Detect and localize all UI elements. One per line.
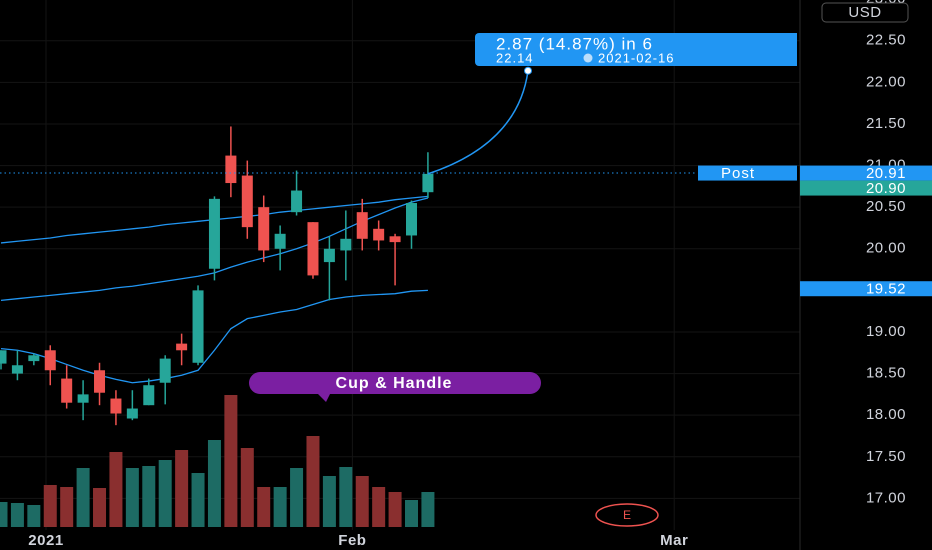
volume-bar	[10, 503, 24, 527]
event-text: E	[623, 508, 631, 522]
candle-body	[356, 212, 368, 239]
price-badge-name: Post	[721, 165, 755, 182]
volume-bar	[405, 500, 418, 527]
projection-label: 2.87 (14.87%) in 6	[496, 34, 653, 53]
price-badge-label: 19.52	[866, 281, 906, 298]
candle-body	[61, 378, 73, 403]
volume-bar	[306, 436, 320, 527]
y-tick-label: 21.50	[866, 115, 906, 132]
y-tick-label: 22.50	[866, 32, 906, 49]
candle-body	[0, 350, 7, 364]
candle-body	[208, 198, 220, 269]
y-tick-label: 18.00	[866, 406, 906, 423]
currency-box	[821, 2, 909, 23]
y-tick-label: 19.00	[866, 323, 906, 340]
volume-bar	[421, 492, 435, 527]
projection-target: 22.14	[496, 50, 534, 65]
volume-bar	[76, 468, 90, 527]
projection-curve	[427, 70, 529, 175]
volume-bar	[224, 395, 238, 527]
candle-body	[258, 207, 270, 251]
y-tick-label: 20.50	[866, 198, 906, 215]
y-tick-label: 20.00	[866, 240, 906, 257]
volume-bar	[191, 473, 205, 527]
candle-body	[422, 173, 434, 193]
x-tick-label: Mar	[660, 532, 688, 549]
candle-body	[44, 350, 56, 371]
volume-bar	[388, 492, 402, 527]
volume-bar	[43, 485, 57, 527]
candle-body	[307, 222, 319, 276]
volume-bar	[109, 452, 123, 527]
volume-bar	[372, 487, 386, 527]
x-tick-label: 2021	[28, 532, 63, 549]
candle-body	[159, 358, 171, 383]
candle-body	[192, 290, 204, 363]
candle-body	[126, 408, 138, 419]
volume-bar	[60, 487, 74, 527]
candle-body	[176, 343, 188, 351]
volume-bar	[158, 460, 172, 527]
candle-body	[373, 228, 385, 241]
volume-bar	[142, 466, 156, 527]
price-badge-label: 20.90	[866, 180, 906, 197]
volume-bar	[240, 448, 254, 527]
projection-bg	[475, 33, 797, 66]
y-tick-label: 17.50	[866, 448, 906, 465]
volume-bar	[0, 502, 8, 527]
volume-bar	[27, 505, 41, 527]
y-tick-label: 18.50	[866, 365, 906, 382]
candle-body	[406, 203, 417, 236]
candle-body	[94, 370, 106, 393]
candle-body	[77, 394, 89, 403]
x-tick-label: Feb	[338, 532, 366, 549]
volume-bar	[175, 450, 189, 527]
projection-box: 2.87 (14.87%) in 622.14 2021-02-16	[475, 33, 797, 66]
volume-bar	[355, 476, 369, 527]
candle-body	[143, 385, 155, 406]
projection-point	[524, 66, 532, 75]
price-badge	[800, 165, 932, 181]
volume-bar	[339, 467, 353, 527]
price-badge	[800, 281, 932, 297]
price-badge	[800, 180, 932, 196]
volume-bar	[322, 476, 336, 527]
clock-icon	[583, 53, 593, 63]
volume-bar	[207, 440, 221, 527]
candle-body	[323, 248, 335, 263]
candle-body	[11, 365, 23, 374]
volume-bar	[290, 468, 304, 527]
candle-body	[274, 233, 286, 249]
candle-body	[241, 175, 253, 228]
candle-body	[225, 155, 237, 184]
volume-bar	[273, 487, 287, 527]
price-badge-label: 20.91	[866, 165, 906, 182]
candle-body	[28, 355, 40, 362]
moving-average	[0, 289, 428, 384]
price-badge-name-bg	[698, 165, 797, 181]
currency-label: USD	[848, 4, 881, 21]
volume-bar	[125, 468, 139, 527]
volume-bar	[93, 488, 107, 527]
y-tick-label: 17.00	[866, 489, 906, 506]
price-axis-bg	[800, 0, 932, 550]
y-tick-label: 22.00	[866, 73, 906, 90]
candle-body	[340, 238, 352, 251]
annotation-text: Cup & Handle	[336, 375, 453, 392]
candle-body	[389, 236, 401, 243]
event-marker	[595, 503, 659, 527]
volume-bar	[257, 487, 271, 527]
annotation-bubble	[249, 372, 541, 402]
candle-body	[291, 190, 303, 213]
projection-date: 2021-02-16	[598, 50, 675, 65]
candle-body	[110, 398, 122, 414]
